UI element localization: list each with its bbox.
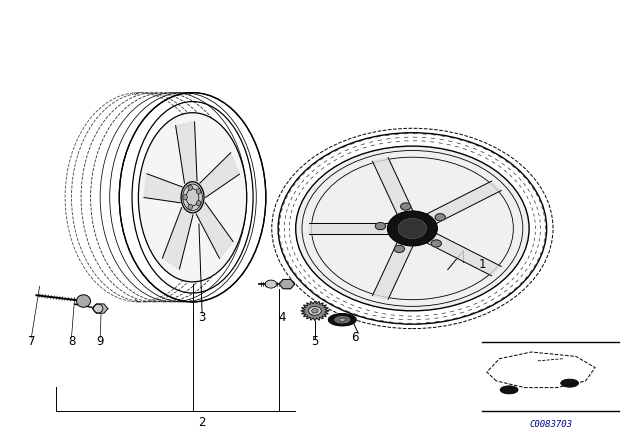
Ellipse shape <box>339 318 346 321</box>
Ellipse shape <box>398 219 427 238</box>
Ellipse shape <box>138 113 246 282</box>
Ellipse shape <box>335 316 350 323</box>
Circle shape <box>308 306 321 315</box>
Text: 9: 9 <box>97 336 104 349</box>
Polygon shape <box>422 181 501 226</box>
Ellipse shape <box>196 201 201 206</box>
Polygon shape <box>422 231 501 276</box>
Ellipse shape <box>196 189 201 194</box>
Circle shape <box>394 246 404 253</box>
Ellipse shape <box>387 211 437 246</box>
Circle shape <box>401 203 411 210</box>
Circle shape <box>431 240 442 247</box>
Ellipse shape <box>183 194 188 200</box>
Text: C0083703: C0083703 <box>529 420 573 429</box>
Text: 4: 4 <box>278 311 285 324</box>
Polygon shape <box>372 238 415 299</box>
Circle shape <box>312 309 318 313</box>
Ellipse shape <box>93 304 103 313</box>
Text: 6: 6 <box>351 331 359 344</box>
Text: 2: 2 <box>198 416 206 429</box>
Ellipse shape <box>328 314 356 326</box>
Circle shape <box>435 214 445 221</box>
Polygon shape <box>196 202 233 258</box>
Ellipse shape <box>561 379 579 387</box>
Ellipse shape <box>296 146 529 311</box>
Polygon shape <box>279 280 294 289</box>
Ellipse shape <box>188 185 193 190</box>
Circle shape <box>375 223 385 230</box>
Polygon shape <box>163 207 193 269</box>
Polygon shape <box>200 153 239 198</box>
Ellipse shape <box>77 295 90 307</box>
Circle shape <box>265 280 276 288</box>
Ellipse shape <box>188 204 193 210</box>
Ellipse shape <box>500 386 518 394</box>
Ellipse shape <box>181 182 204 213</box>
Polygon shape <box>93 304 108 313</box>
Text: 5: 5 <box>311 336 319 349</box>
Polygon shape <box>301 301 329 321</box>
Polygon shape <box>144 174 182 203</box>
Text: 3: 3 <box>198 311 206 324</box>
Text: 1: 1 <box>479 258 486 271</box>
Polygon shape <box>308 223 394 234</box>
Polygon shape <box>372 158 415 218</box>
Polygon shape <box>175 122 197 183</box>
Text: 7: 7 <box>28 336 35 349</box>
Text: 8: 8 <box>68 336 75 349</box>
